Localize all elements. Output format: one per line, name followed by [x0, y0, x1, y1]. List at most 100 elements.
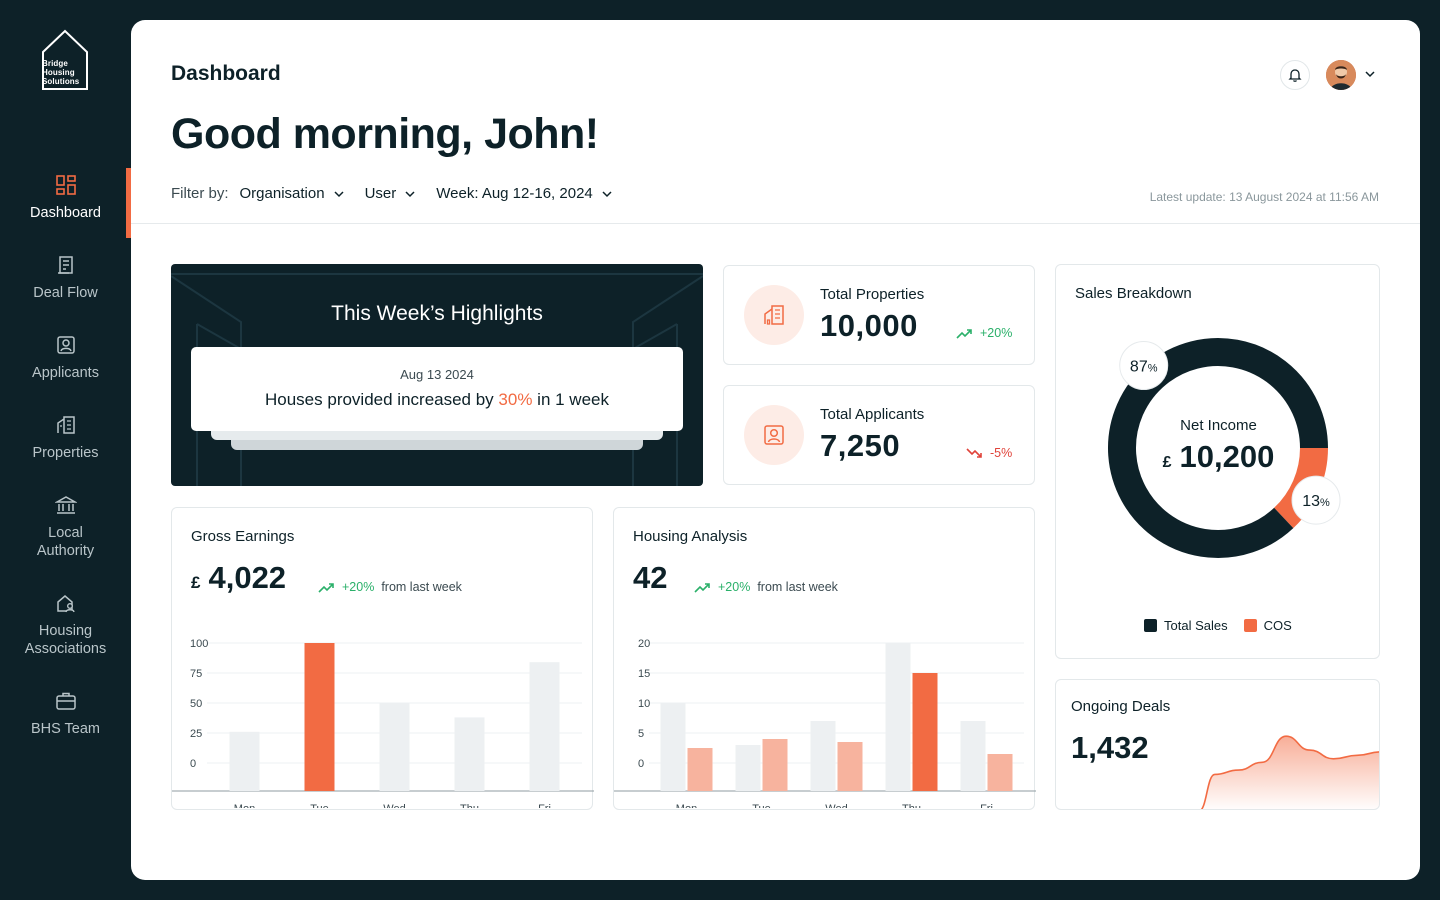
housing-analysis-value: 42 — [633, 560, 668, 595]
bar[interactable] — [810, 721, 836, 791]
sidebar-item-label: Local Authority — [36, 525, 95, 559]
trend-value: +20% — [718, 580, 751, 594]
applicant-profile-icon — [56, 336, 75, 354]
trend-up-icon — [694, 582, 710, 593]
building-icon — [56, 416, 75, 434]
sidebar: Bridge Housing Solutions Dashboard Deal … — [0, 0, 131, 900]
bar[interactable] — [885, 643, 911, 791]
y-tick-label: 0 — [638, 758, 644, 770]
highlight-text-before: Houses provided increased by — [265, 390, 499, 409]
bar[interactable] — [837, 742, 863, 791]
ongoing-deals-area-chart — [1200, 735, 1379, 809]
filter-week-dropdown[interactable]: Week: Aug 12-16, 2024 — [436, 185, 613, 202]
ongoing-deals-value: 1,432 — [1071, 730, 1149, 765]
logo-house-icon — [42, 29, 88, 90]
bar[interactable] — [379, 703, 410, 791]
donut-center-label: Net Income — [1180, 417, 1257, 434]
bell-icon — [1288, 69, 1302, 82]
sales-breakdown-card[interactable]: Sales Breakdown 87% 13% Net Income £10,20… — [1055, 264, 1380, 659]
x-tick-label: Tue — [752, 803, 771, 808]
sidebar-item-label: Dashboard — [30, 205, 101, 221]
sidebar-item-applicants[interactable]: Applicants — [0, 334, 131, 382]
card-title: Housing Analysis — [633, 528, 748, 545]
y-tick-label: 20 — [638, 638, 650, 650]
bar[interactable] — [660, 703, 686, 791]
card-title: Sales Breakdown — [1075, 285, 1192, 302]
total-properties-card[interactable]: Total Properties 10,000 +20% — [723, 265, 1035, 365]
trend-indicator: +20% from last week — [694, 580, 838, 594]
sidebar-item-dashboard[interactable]: Dashboard — [0, 168, 131, 238]
housing-analysis-bar-chart: 20 15 10 5 0 Mon Tue Wed Thu Fri — [614, 638, 1036, 808]
logo-line-1: Bridge — [42, 59, 68, 68]
donut-slice[interactable] — [1108, 338, 1328, 558]
stat-label: Total Applicants — [820, 406, 925, 423]
chevron-down-icon[interactable] — [1364, 69, 1376, 79]
legend-swatch — [1144, 619, 1157, 632]
bar[interactable] — [687, 748, 713, 791]
y-tick-label: 100 — [190, 638, 208, 650]
highlights-card[interactable]: This Week’s Highlights Aug 13 2024 House… — [171, 264, 703, 486]
bar[interactable] — [912, 673, 938, 791]
notifications-button[interactable] — [1280, 60, 1310, 90]
donut-percent-label: 87% — [1130, 359, 1158, 376]
legend-total-sales: Total Sales — [1144, 618, 1228, 633]
sidebar-item-bhs-team[interactable]: BHS Team — [0, 690, 131, 738]
trend-suffix: from last week — [757, 580, 838, 594]
avatar[interactable] — [1326, 60, 1356, 90]
trend-up-icon — [318, 582, 334, 593]
ongoing-deals-card[interactable]: Ongoing Deals 1,432 — [1055, 679, 1380, 810]
trend-suffix: from last week — [381, 580, 462, 594]
housing-analysis-card[interactable]: Housing Analysis 42 +20% from last week … — [613, 507, 1036, 810]
government-building-icon — [54, 496, 77, 514]
donut-percent-label: 13% — [1302, 493, 1330, 510]
bar[interactable] — [529, 662, 560, 791]
sidebar-item-deal-flow[interactable]: Deal Flow — [0, 254, 131, 302]
brand-logo[interactable]: Bridge Housing Solutions — [40, 28, 90, 92]
document-icon — [57, 256, 73, 274]
legend-swatch — [1243, 619, 1257, 632]
bar[interactable] — [735, 745, 761, 791]
sidebar-item-label: Properties — [32, 445, 99, 461]
filter-user-dropdown[interactable]: User — [365, 185, 417, 202]
chevron-down-icon — [602, 190, 612, 197]
sidebar-item-properties[interactable]: Properties — [0, 414, 131, 462]
area-fill — [1201, 736, 1379, 809]
gross-earnings-value: £4,022 — [191, 560, 286, 596]
filter-organisation-dropdown[interactable]: Organisation — [240, 185, 345, 202]
highlight-item[interactable]: Aug 13 2024 Houses provided increased by… — [191, 347, 683, 431]
y-tick-label: 75 — [190, 668, 202, 680]
bar[interactable] — [229, 731, 260, 791]
trend-indicator: +20% — [956, 326, 1012, 340]
sidebar-item-housing-associations[interactable]: Housing Associations — [0, 592, 131, 658]
area-line — [1200, 735, 1379, 809]
bar[interactable] — [960, 721, 986, 791]
total-applicants-card[interactable]: Total Applicants 7,250 -5% — [723, 385, 1035, 485]
bar[interactable] — [454, 717, 485, 791]
stat-value: 7,250 — [820, 428, 901, 463]
trend-indicator: +20% from last week — [318, 580, 462, 594]
sidebar-item-local-authority[interactable]: Local Authority — [0, 494, 131, 560]
gross-earnings-card[interactable]: Gross Earnings £4,022 +20% from last wee… — [171, 507, 594, 810]
filter-organisation-label: Organisation — [239, 185, 325, 202]
gross-earnings-bar-chart: 100 75 50 25 0 Mon Tue Wed Thu Fri — [172, 638, 594, 808]
x-tick-label: Thu — [460, 803, 479, 808]
donut-center-value: £10,200 — [1056, 439, 1381, 475]
y-tick-label: 50 — [190, 698, 202, 710]
x-tick-label: Tue — [310, 803, 329, 808]
net-income-value: 10,200 — [1179, 439, 1275, 474]
earnings-amount: 4,022 — [208, 560, 287, 595]
header-divider — [131, 223, 1420, 224]
property-icon-badge — [744, 285, 804, 345]
sales-donut-chart: 87% 13% — [1108, 338, 1341, 558]
sidebar-item-label: Housing Associations — [24, 623, 107, 657]
chevron-down-icon — [334, 190, 344, 197]
bar[interactable] — [762, 739, 788, 791]
bar[interactable] — [987, 754, 1013, 791]
dashboard-grid-icon — [55, 175, 76, 195]
currency-symbol: £ — [191, 573, 201, 592]
y-tick-label: 25 — [190, 728, 202, 740]
highlight-date: Aug 13 2024 — [400, 367, 474, 382]
x-tick-label: Fri — [538, 803, 551, 808]
logo-line-3: Solutions — [42, 77, 80, 86]
bar[interactable] — [304, 643, 335, 791]
